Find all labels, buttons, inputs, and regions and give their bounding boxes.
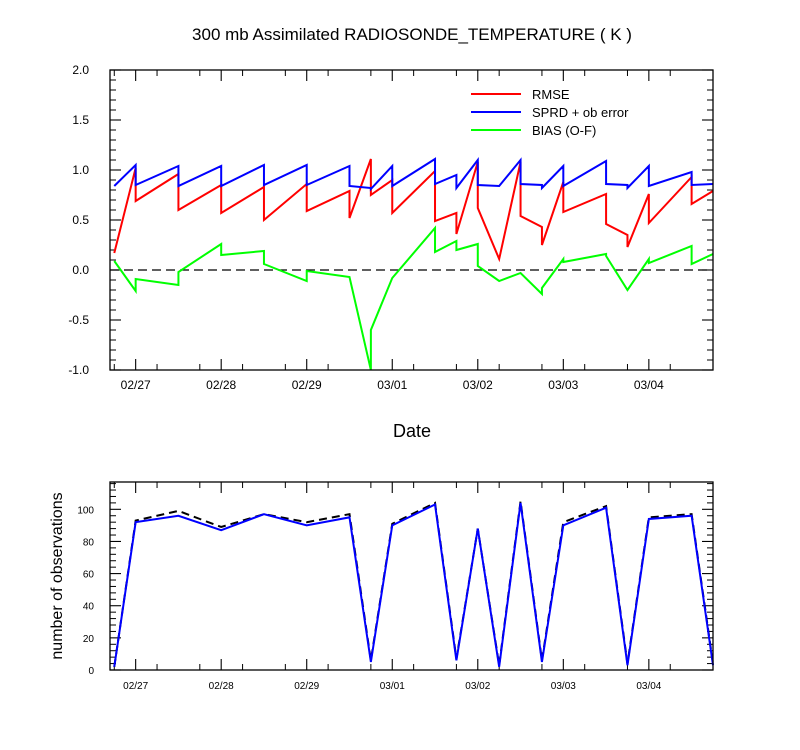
top-y-tick-label: 1.5 <box>72 113 89 127</box>
bottom-y-tick-label: 60 <box>83 570 95 581</box>
top-axis-ticks: 02/27 02/28 02/29 03/01 03/02 03/03 03/04 -1.0 -… <box>68 63 713 392</box>
top-x-tick-label: 03/02 <box>463 378 493 392</box>
bottom-series-lines <box>113 501 714 667</box>
top-y-tick-label: -1.0 <box>68 363 89 377</box>
bottom-x-tick-label: 02/27 <box>123 681 148 692</box>
bottom-y-tick-label: 0 <box>88 666 94 677</box>
bottom-x-tick-label: 02/29 <box>294 681 319 692</box>
y-axis-label: number of observations <box>49 492 66 659</box>
legend-label: BIAS (O-F) <box>532 123 596 138</box>
bottom-y-tick-label: 80 <box>83 537 95 548</box>
bottom-x-tick-label: 03/01 <box>380 681 405 692</box>
bottom-x-tick-label: 03/02 <box>465 681 490 692</box>
top-y-tick-label: 0.0 <box>72 263 89 277</box>
bottom-series-possible <box>113 501 714 667</box>
legend-label: SPRD + ob error <box>532 105 629 120</box>
top-series-lines <box>113 157 714 371</box>
top-y-tick-label: -0.5 <box>68 313 89 327</box>
top-y-tick-label: 2.0 <box>72 63 89 77</box>
bottom-x-tick-label: 03/04 <box>636 681 661 692</box>
top-x-tick-label: 03/04 <box>634 378 664 392</box>
bottom-x-tick-label: 02/28 <box>209 681 234 692</box>
bottom-y-tick-label: 20 <box>83 634 95 645</box>
top-x-tick-label: 03/03 <box>548 378 578 392</box>
top-y-tick-label: 1.0 <box>72 163 89 177</box>
x-axis-label: Date <box>393 421 431 441</box>
top-series-bias-o-f <box>113 225 714 371</box>
bottom-y-tick-label: 40 <box>83 602 95 613</box>
top-series-sprd-ob-error <box>113 157 714 192</box>
top-y-tick-label: 0.5 <box>72 213 89 227</box>
top-x-tick-label: 03/01 <box>377 378 407 392</box>
chart-title: 300 mb Assimilated RADIOSONDE_TEMPERATUR… <box>192 25 632 44</box>
top-series-rmse <box>113 158 714 263</box>
legend-label: RMSE <box>532 87 570 102</box>
bottom-plot-frame <box>109 481 714 671</box>
legend: RMSE SPRD + ob error BIAS (O-F) <box>471 87 629 138</box>
top-plot-frame <box>109 69 714 371</box>
top-x-tick-label: 02/28 <box>206 378 236 392</box>
bottom-x-tick-label: 03/03 <box>551 681 576 692</box>
top-x-tick-label: 02/29 <box>292 378 322 392</box>
top-x-tick-label: 02/27 <box>121 378 151 392</box>
bottom-series-assimilated <box>113 502 714 667</box>
bottom-y-tick-label: 100 <box>77 505 94 516</box>
